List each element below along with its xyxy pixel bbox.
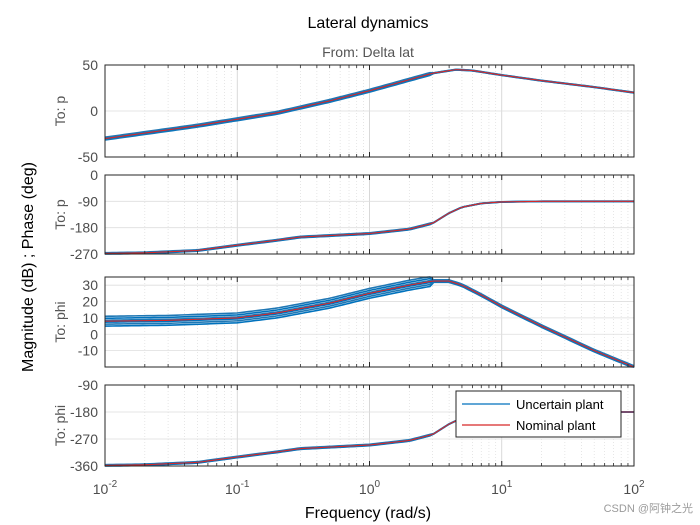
- y-tick-label: 0: [90, 103, 98, 119]
- x-tick-label: 10-2: [93, 479, 118, 497]
- chart-title: Lateral dynamics: [308, 15, 429, 32]
- panel-1: -270 -180 -90 0 To: p: [52, 167, 635, 262]
- x-tick-base: 10: [225, 481, 241, 497]
- nominal-plant-line: [104, 69, 635, 140]
- y-axis-label: Magnitude (dB) ; Phase (deg): [20, 162, 37, 372]
- panel-label: To: phi: [52, 405, 68, 446]
- x-tick-base: 10: [93, 481, 109, 497]
- watermark: CSDN @阿钟之光: [604, 501, 693, 515]
- legend-box: [455, 390, 622, 438]
- y-tick-label: -90: [78, 193, 98, 209]
- x-tick-base: 10: [623, 481, 639, 497]
- panel-0: -50 0 50 To: p: [52, 57, 635, 165]
- nominal-plant-line: [104, 200, 634, 254]
- x-tick-exponent: 2: [639, 479, 645, 490]
- y-tick-label: -90: [78, 377, 98, 393]
- x-axis-label: Frequency (rad/s): [305, 505, 431, 522]
- y-tick-label: -180: [70, 404, 98, 420]
- uncertain-plant-line: [104, 276, 635, 367]
- legend: Uncertain plant Nominal plant: [455, 390, 622, 438]
- x-tick-exponent: -1: [241, 479, 250, 490]
- legend-label-nominal: Nominal plant: [516, 418, 596, 433]
- x-tick-base: 10: [359, 481, 375, 497]
- x-tick-exponent: 0: [375, 479, 381, 490]
- x-tick-label: 101: [491, 479, 513, 497]
- legend-label-uncertain: Uncertain plant: [516, 397, 604, 412]
- y-tick-label: -180: [70, 220, 98, 236]
- y-tick-label: -50: [78, 149, 98, 165]
- chart-subtitle: From: Delta lat: [322, 44, 414, 60]
- x-tick-base: 10: [491, 481, 507, 497]
- y-tick-label: 0: [90, 167, 98, 183]
- y-tick-label: 0: [90, 326, 98, 342]
- y-tick-label: -270: [70, 431, 98, 447]
- x-tick-label: 102: [623, 479, 645, 497]
- x-tick-label: 100: [359, 479, 381, 497]
- y-tick-label: 30: [82, 277, 98, 293]
- y-tick-label: 10: [82, 310, 98, 326]
- y-tick-label: 50: [82, 57, 98, 73]
- x-tick-labels: 10-2 10-1 100 101 102: [93, 479, 645, 497]
- x-tick-exponent: -2: [108, 479, 117, 490]
- nominal-plant-line: [104, 280, 635, 368]
- panel-label: To: p: [52, 199, 68, 230]
- panel-label: To: phi: [52, 301, 68, 342]
- y-tick-label: 20: [82, 294, 98, 310]
- panel-label: To: p: [52, 96, 68, 127]
- y-tick-label: -360: [70, 458, 98, 474]
- x-tick-label: 10-1: [225, 479, 250, 497]
- y-tick-label: -270: [70, 246, 98, 262]
- y-tick-label: -10: [78, 343, 98, 359]
- x-tick-exponent: 1: [507, 479, 513, 490]
